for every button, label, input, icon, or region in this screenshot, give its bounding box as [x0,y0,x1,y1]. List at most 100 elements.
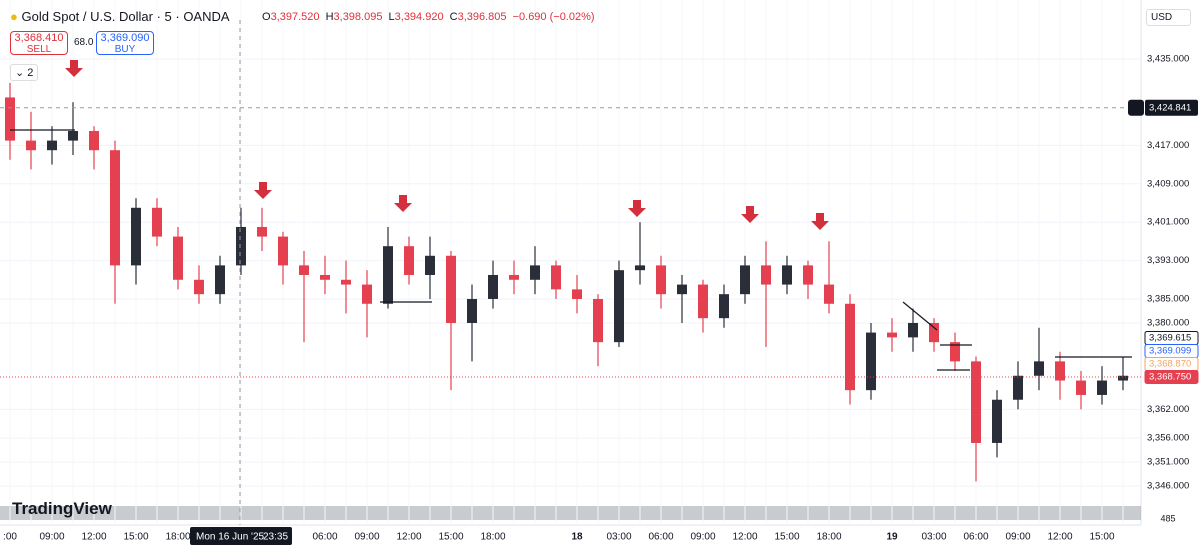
x-tick-label: 15:00 [1089,532,1114,543]
x-tick-label: 15:00 [438,532,463,543]
candle-body [1118,375,1128,381]
candles [5,83,1128,482]
price-label: 3,369.615 [1149,332,1191,343]
crosshair-time: 23:35 [263,532,288,543]
sell-price: 3,368.410 [14,32,64,44]
candle-body [677,284,687,295]
drawings [10,129,1132,371]
candle-body [950,342,960,362]
h-value: 3,398.095 [333,11,383,23]
candle-body [803,265,813,285]
candle-body [908,322,918,338]
indicator-toggle[interactable]: ⌄ 2 [10,64,39,81]
logo-text: TradingView [12,499,112,518]
x-tick-label: 12:00 [1047,532,1072,543]
symbol-text: Gold Spot / U.S. Dollar · 5 · OANDA [21,9,230,24]
x-tick-label: 06:00 [648,532,673,543]
candle-body [740,265,750,295]
candle-body [362,284,372,304]
crosshair-price-box [1128,99,1144,116]
volume-label: 485 [1160,513,1175,523]
y-tick-label: 3,393.000 [1147,255,1189,266]
candle-body [425,255,435,275]
candle-body [320,274,330,280]
price-label: 3,368.870 [1149,358,1191,369]
candle-body [488,274,498,299]
candle-body [782,265,792,285]
c-value: 3,396.805 [457,11,507,23]
currency-select[interactable]: USD [1146,9,1192,26]
candle-body [845,303,855,391]
candle-body [26,140,36,151]
candle-body [1097,380,1107,395]
y-tick-label: 3,346.000 [1147,481,1189,492]
candle-body [215,265,225,295]
candle-body [761,265,771,285]
candle-body [719,294,729,319]
candle-body [530,265,540,280]
x-tick-label: 18:00 [165,532,190,543]
candle-body [866,332,876,391]
change: −0.690 (−0.02%) [512,11,595,23]
drawn-line [902,301,938,331]
candle-body [572,289,582,299]
spread: 68.0 [74,37,94,48]
candle-body [656,265,666,295]
candle-body [89,131,99,151]
candle-body [383,246,393,304]
buy-button[interactable]: 3,369.090 BUY [96,31,154,55]
sell-label: SELL [26,44,52,55]
x-tick-label: 09:00 [1005,532,1030,543]
x-tick-label: 19 [886,532,898,543]
y-tick-label: 3,435.000 [1147,54,1189,65]
y-tick-label: 3,417.000 [1147,140,1189,151]
candle-body [404,246,414,275]
arrow [741,206,759,223]
candle-body [47,140,57,151]
candle-body [1034,361,1044,376]
indicator-count: 2 [27,67,34,79]
volume-strip [0,506,1141,520]
x-tick-label: 18:00 [816,532,841,543]
candle-body [131,207,141,266]
sell-button[interactable]: 3,368.410 SELL [10,31,68,55]
candle-body [236,226,246,266]
y-tick-label: 3,362.000 [1147,404,1189,415]
x-tick-label: 18:00 [480,532,505,543]
candle-body [68,131,78,141]
x-tick-label: 06:00 [312,532,337,543]
x-tick-label: 03:00 [606,532,631,543]
candle-body [593,298,603,343]
arrow [394,195,412,212]
x-tick-label: 15:00 [774,532,799,543]
y-tick-label: 3,401.000 [1147,217,1189,228]
x-tick-label: 12:00 [396,532,421,543]
candle-body [509,274,519,280]
candle-body [971,361,981,443]
x-tick-label: :00 [3,532,17,543]
candle-body [110,150,120,266]
candle-body [824,284,834,304]
arrow [811,213,829,230]
arrow [628,200,646,217]
candle-body [614,270,624,343]
candle-body [1055,361,1065,381]
candle-body [1013,375,1023,400]
candle-body [635,265,645,271]
arrow [65,60,83,77]
crosshair-time-box [190,527,292,545]
x-tick-label: 18 [571,532,583,543]
y-tick-label: 3,409.000 [1147,178,1189,189]
candle-body [278,236,288,266]
o-label: O [262,11,271,23]
candle-body [992,399,1002,443]
symbol: ● Gold Spot / U.S. Dollar · 5 · OANDA [10,9,230,24]
candle-body [446,255,456,323]
candle-body [551,265,561,290]
buy-label: BUY [114,44,136,55]
symbol-icon: ● [10,9,18,24]
buy-price: 3,369.090 [100,32,150,44]
